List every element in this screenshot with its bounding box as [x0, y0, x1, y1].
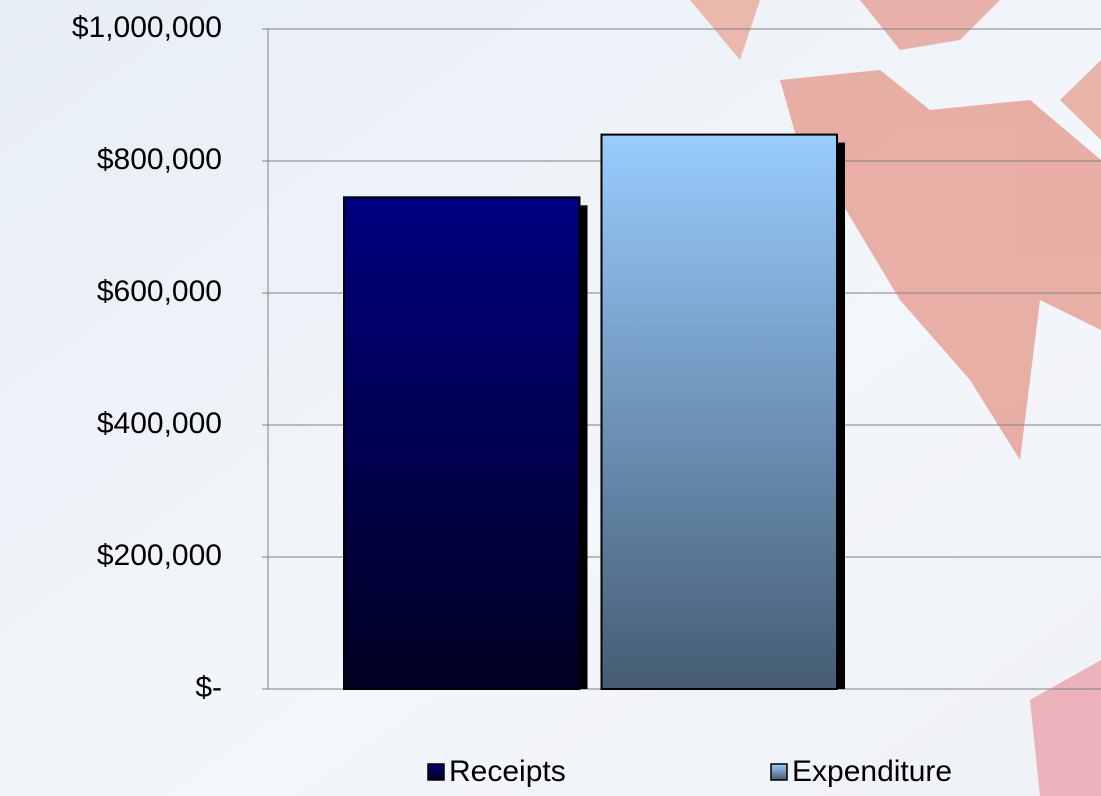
bar [344, 197, 580, 689]
y-tick-label: $800,000 [97, 143, 222, 176]
legend-label: Receipts [449, 755, 566, 788]
y-tick-label: $1,000,000 [72, 11, 222, 44]
y-tick-label: $400,000 [97, 407, 222, 440]
legend-swatch [428, 764, 444, 780]
legend-swatch [771, 764, 787, 780]
chart: $- $200,000 $400,000 $600,000 $800,000 $1,000… [0, 0, 1101, 796]
y-tick-label: $200,000 [97, 539, 222, 572]
legend-label: Expenditure [792, 755, 952, 788]
y-tick-label: $- [195, 671, 222, 704]
y-tick-label: $600,000 [97, 275, 222, 308]
bar [602, 135, 838, 689]
page: $- $200,000 $400,000 $600,000 $800,000 $1,000… [0, 0, 1101, 796]
